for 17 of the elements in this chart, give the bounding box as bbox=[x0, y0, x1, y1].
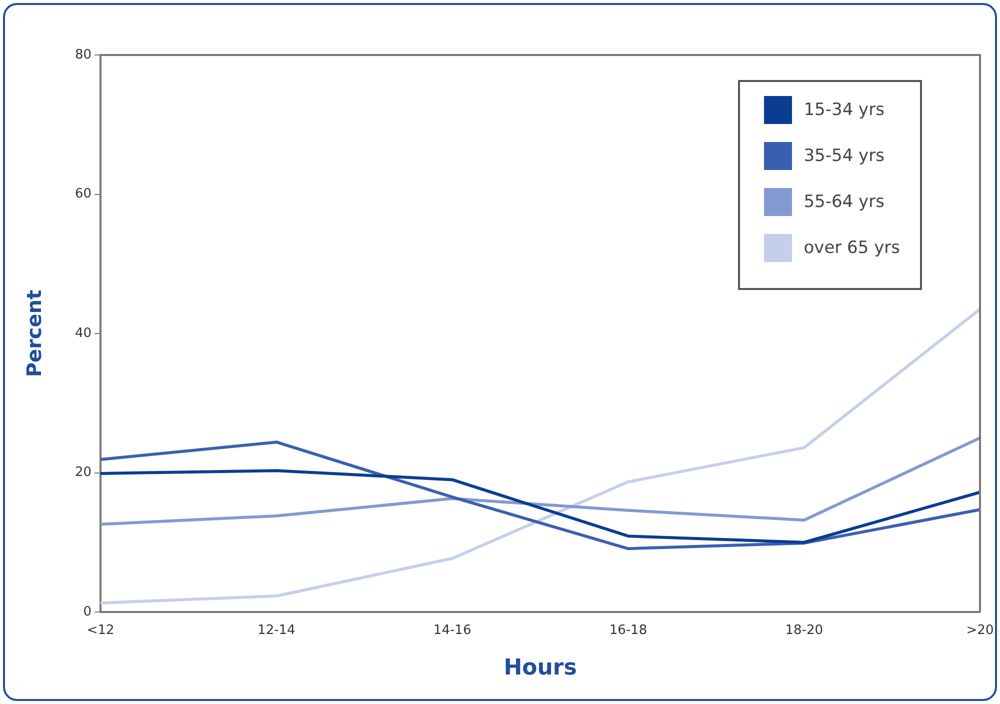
y-tick-label: 60 bbox=[74, 186, 92, 202]
x-axis-title: Hours bbox=[504, 656, 577, 681]
x-tick-label: 16-18 bbox=[609, 623, 648, 638]
y-tick-label: 80 bbox=[74, 47, 92, 62]
x-tick-label: <12 bbox=[86, 623, 114, 638]
y-tick-label: 40 bbox=[74, 326, 92, 341]
legend-label: over 65 yrs bbox=[804, 238, 900, 258]
x-tick-label: 14-16 bbox=[433, 623, 472, 638]
y-tick-label: 0 bbox=[83, 604, 92, 620]
legend-label: 15-34 yrs bbox=[804, 100, 884, 120]
legend-label: 55-64 yrs bbox=[804, 192, 884, 212]
y-axis-title: Percent bbox=[22, 289, 46, 378]
legend-label: 35-54 yrs bbox=[804, 146, 884, 166]
y-tick-label: 20 bbox=[74, 465, 92, 480]
x-tick-label: >20 bbox=[966, 623, 994, 638]
x-tick-label: 12-14 bbox=[258, 623, 296, 638]
x-tick-label: 18-20 bbox=[785, 623, 823, 638]
